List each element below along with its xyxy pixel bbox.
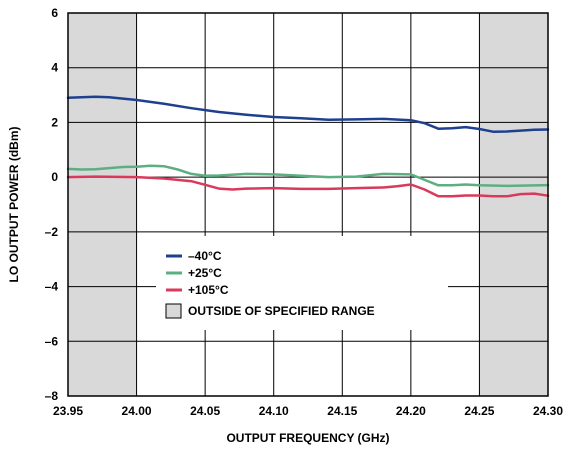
plot-frame: [67, 12, 549, 397]
series-line-1: [66, 164, 550, 188]
y-tick-label: –8: [45, 389, 59, 403]
shaded-region-0: [68, 13, 137, 396]
legend-label-3: OUTSIDE OF SPECIFIED RANGE: [188, 304, 375, 318]
legend-label-0: –40°C: [188, 249, 222, 263]
gridlines: [67, 12, 549, 397]
x-tick-label: 24.25: [464, 404, 494, 418]
x-tick-label: 24.15: [327, 404, 357, 418]
x-tick-label: 24.20: [396, 404, 426, 418]
x-tick-label: 24.30: [533, 404, 563, 418]
y-tick-labels: 6 4 2 0 –2 –4 –6 –8: [45, 6, 59, 403]
shaded-regions: [68, 13, 548, 396]
legend-background: [156, 236, 448, 330]
series-line-2: [66, 175, 550, 198]
y-tick-label: –2: [45, 225, 59, 239]
y-tick-label: 2: [51, 115, 58, 129]
y-tick-label: –6: [45, 334, 59, 348]
shaded-region-1: [479, 13, 548, 396]
x-tick-label: 23.95: [53, 404, 83, 418]
x-tick-label: 24.05: [190, 404, 220, 418]
y-tick-label: 0: [51, 170, 58, 184]
legend-swatch-3: [165, 303, 182, 319]
x-axis-title: OUTPUT FREQUENCY (GHz): [226, 431, 389, 445]
series-lines: [66, 95, 550, 198]
legend-label-2: +105°C: [188, 283, 229, 297]
legend: –40°C +25°C +105°C OUTSIDE OF SPECIFIED RAN…: [156, 236, 448, 330]
x-tick-label: 24.00: [122, 404, 152, 418]
series-line-0: [66, 95, 550, 133]
y-tick-label: 4: [51, 61, 58, 75]
x-tick-labels: 23.95 24.00 24.05 24.10 24.15 24.20 24.25 24.30: [53, 404, 563, 418]
y-tick-label: –4: [45, 280, 59, 294]
legend-label-1: +25°C: [188, 266, 222, 280]
x-tick-label: 24.10: [259, 404, 289, 418]
y-tick-label: 6: [51, 6, 58, 20]
y-axis-title: LO OUTPUT POWER (dBm): [7, 127, 21, 283]
